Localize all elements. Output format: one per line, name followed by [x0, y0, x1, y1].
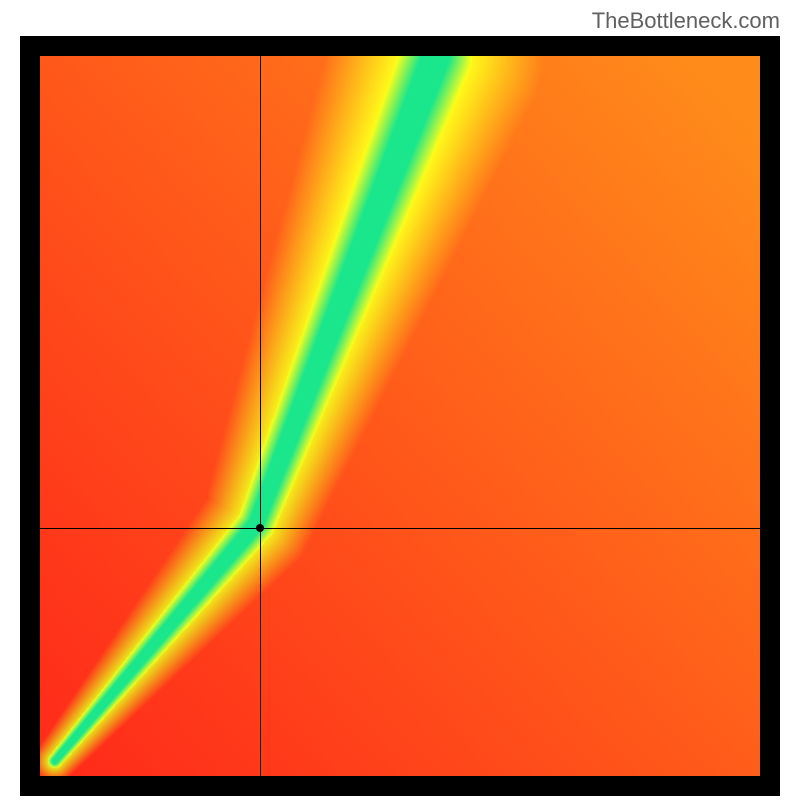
- chart-frame: [20, 36, 780, 796]
- crosshair-vertical: [260, 56, 261, 776]
- marker-dot: [256, 524, 264, 532]
- watermark-text: TheBottleneck.com: [592, 8, 780, 34]
- heatmap-canvas: [40, 56, 760, 776]
- heatmap-plot: [40, 56, 760, 776]
- crosshair-horizontal: [40, 528, 760, 529]
